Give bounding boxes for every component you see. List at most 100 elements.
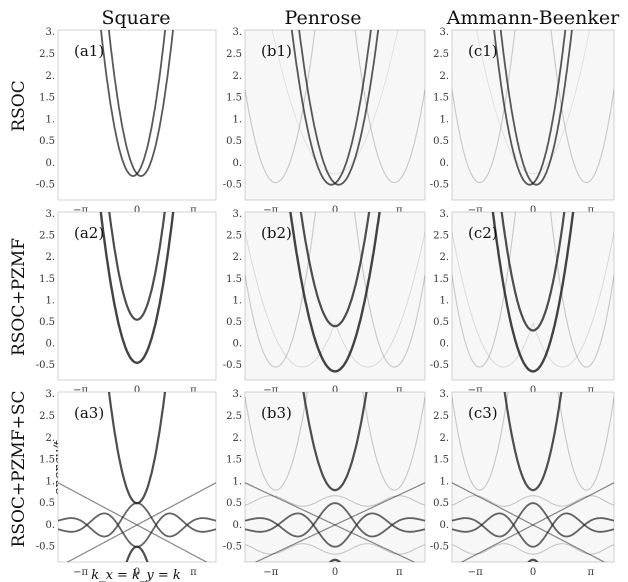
y-tick-label: 0. xyxy=(232,338,242,349)
y-tick-label: 2. xyxy=(439,71,449,82)
y-tick-label: 1.5 xyxy=(433,93,449,104)
y-tick-label: 3. xyxy=(45,389,55,400)
x-tick-label: π xyxy=(190,205,197,216)
y-tick-label: 0. xyxy=(45,158,55,169)
y-tick-label: 0.5 xyxy=(433,498,449,509)
row-label-rsoc: RSOC xyxy=(9,80,29,131)
y-tick-label: 1.5 xyxy=(433,455,449,466)
x-tick-label: π xyxy=(396,385,403,396)
y-tick-label: 2. xyxy=(45,71,55,82)
panel-frame xyxy=(57,391,217,563)
x-tick-label: −π xyxy=(468,567,483,578)
panel-label-a2: (a2) xyxy=(74,224,104,242)
row-label-rsoc-pzmf: RSOC+PZMF xyxy=(9,238,29,356)
y-tick-label: -0.5 xyxy=(223,180,242,191)
y-tick-label: 1.5 xyxy=(433,274,449,285)
x-tick-label: 0 xyxy=(134,567,140,578)
y-tick-label: -0.5 xyxy=(430,180,449,191)
y-tick-label: 3. xyxy=(232,209,242,220)
y-tick-label: 1.5 xyxy=(226,93,242,104)
panel-b2: 3. 2.5 2. 1.5 1. 0.5 0. -0.5 −π 0 π (b2) xyxy=(223,209,426,396)
bands xyxy=(452,392,614,562)
y-tick-label: 2.5 xyxy=(433,49,449,60)
panel-label-b2: (b2) xyxy=(261,224,292,242)
band-line-8 xyxy=(557,392,614,491)
band-line-2 xyxy=(550,30,614,184)
band-line-3 xyxy=(452,212,516,368)
y-tick-label: 2.5 xyxy=(39,411,55,422)
y-tick-label: 2.5 xyxy=(39,49,55,60)
x-tick-label: 0 xyxy=(530,385,536,396)
band-line-0 xyxy=(299,212,371,328)
x-tick-label: 0 xyxy=(332,567,338,578)
band-line-1 xyxy=(99,212,175,364)
y-tick-label: 2.5 xyxy=(433,231,449,242)
y-tick-label: 2. xyxy=(439,252,449,263)
y-tick-label: 0.5 xyxy=(433,317,449,328)
band-line-1 xyxy=(328,558,342,562)
column-title-penrose: Penrose xyxy=(285,7,362,29)
x-tick-label: −π xyxy=(468,205,483,216)
y-tick-label: 0. xyxy=(45,520,55,531)
y-tick-label: 0. xyxy=(232,520,242,531)
bands xyxy=(245,30,425,186)
band-line-6 xyxy=(245,495,425,507)
y-tick-label: 1. xyxy=(439,295,449,306)
band-line-3 xyxy=(452,30,516,184)
x-tick-label: π xyxy=(588,385,595,396)
panel-frame xyxy=(451,29,615,201)
x-tick-label: 0 xyxy=(332,205,338,216)
band-line-1 xyxy=(491,212,575,373)
x-tick-label: π xyxy=(588,567,595,578)
y-tick-label: 0.5 xyxy=(39,136,55,147)
band-line-2 xyxy=(550,212,614,368)
y-tick-label: 1. xyxy=(232,476,242,487)
band-line-0 xyxy=(108,212,166,321)
panel-frame xyxy=(244,211,426,381)
y-tick-label: -0.5 xyxy=(36,360,55,371)
band-line-2 xyxy=(353,212,425,368)
y-tick-label: 2. xyxy=(439,433,449,444)
x-tick-label: π xyxy=(190,385,197,396)
y-tick-label: 0. xyxy=(45,338,55,349)
y-tick-label: 1. xyxy=(45,476,55,487)
y-tick-label: 1. xyxy=(232,114,242,125)
band-line-2 xyxy=(354,30,425,184)
panel-frame xyxy=(57,211,217,381)
band-line-4 xyxy=(271,30,399,175)
band-line-2 xyxy=(245,502,425,538)
band-line-7 xyxy=(452,543,614,555)
y-tick-label: 0. xyxy=(439,338,449,349)
x-tick-label: −π xyxy=(263,205,278,216)
band-line-1 xyxy=(527,558,539,562)
panel-c3: 3. 2.5 2. 1.5 1. 0.5 0. -0.5 −π 0 π (c3) xyxy=(430,389,615,578)
panel-b3: 3. 2.5 2. 1.5 1. 0.5 0. -0.5 −π 0 π (b3) xyxy=(223,389,426,578)
y-tick-label: 2. xyxy=(232,71,242,82)
y-tick-label: 1.5 xyxy=(226,274,242,285)
band-line-3 xyxy=(245,212,317,368)
x-tick-label: −π xyxy=(263,385,278,396)
x-axis-label: k_x = k_y = k xyxy=(91,568,181,582)
y-tick-label: -0.5 xyxy=(36,180,55,191)
x-tick-label: −π xyxy=(468,385,483,396)
band-line-1 xyxy=(100,30,167,177)
band-line-9 xyxy=(452,392,509,491)
panel-a1: 3. 2.5 2. 1.5 1. 0.5 0. -0.5 −π 0 π (a1) xyxy=(36,27,217,216)
y-tick-label: -0.5 xyxy=(430,360,449,371)
panel-frame xyxy=(244,29,426,201)
y-tick-label: 0. xyxy=(439,520,449,531)
y-tick-label: 0. xyxy=(439,158,449,169)
panel-label-c3: (c3) xyxy=(468,404,498,422)
y-tick-label: 0.5 xyxy=(226,317,242,328)
panel-b1: 3. 2.5 2. 1.5 1. 0.5 0. -0.5 −π 0 π (b1) xyxy=(223,27,426,216)
band-line-9 xyxy=(245,392,308,491)
y-tick-label: 1. xyxy=(45,114,55,125)
band-line-3 xyxy=(245,512,425,548)
y-tick-label: -0.5 xyxy=(36,542,55,553)
band-line-2 xyxy=(452,502,614,538)
band-line-3 xyxy=(452,512,614,548)
panel-c1: 3. 2.5 2. 1.5 1. 0.5 0. -0.5 −π 0 π (c1) xyxy=(430,27,615,216)
panel-label-a1: (a1) xyxy=(74,42,104,60)
band-line-3 xyxy=(58,512,216,548)
